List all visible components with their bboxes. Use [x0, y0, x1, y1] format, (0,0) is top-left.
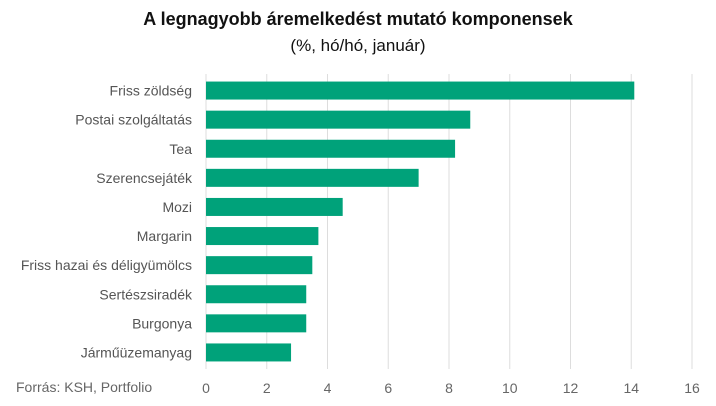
bar [206, 256, 313, 275]
x-tick-label: 2 [263, 380, 271, 396]
category-label: Szerencsejáték [96, 170, 193, 186]
category-label: Sertészsiradék [99, 286, 193, 302]
bar [206, 110, 471, 129]
bar [206, 314, 307, 333]
bar [206, 139, 456, 158]
category-label: Margarin [137, 228, 192, 244]
category-label: Mozi [162, 199, 192, 215]
x-tick-labels: 0 2 4 6 8 10 12 14 16 [202, 380, 700, 396]
category-label: Burgonya [132, 315, 192, 331]
chart-subtitle: (%, hó/hó, január) [290, 36, 426, 55]
bars [206, 81, 635, 362]
category-labels: Friss zöldség Postai szolgáltatás Tea Szere… [21, 83, 193, 361]
x-tick-label: 6 [384, 380, 392, 396]
x-tick-label: 12 [563, 380, 579, 396]
category-label: Friss hazai és déligyümölcs [21, 257, 192, 273]
bar [206, 197, 343, 216]
x-tick-label: 0 [202, 380, 210, 396]
x-tick-label: 4 [324, 380, 332, 396]
bar [206, 285, 307, 304]
bar [206, 168, 419, 187]
x-tick-label: 14 [623, 380, 639, 396]
chart-title: A legnagyobb áremelkedést mutató kompone… [143, 9, 573, 29]
category-label: Postai szolgáltatás [75, 112, 192, 128]
category-label: Tea [169, 141, 192, 157]
category-label: Járműüzemanyag [81, 344, 192, 360]
source-note: Forrás: KSH, Portfolio [16, 379, 153, 395]
x-tick-label: 10 [502, 380, 518, 396]
x-tick-label: 8 [445, 380, 453, 396]
x-tick-label: 16 [684, 380, 700, 396]
category-label: Friss zöldség [110, 83, 192, 99]
bar [206, 227, 319, 246]
bar [206, 343, 292, 362]
bar [206, 81, 635, 100]
